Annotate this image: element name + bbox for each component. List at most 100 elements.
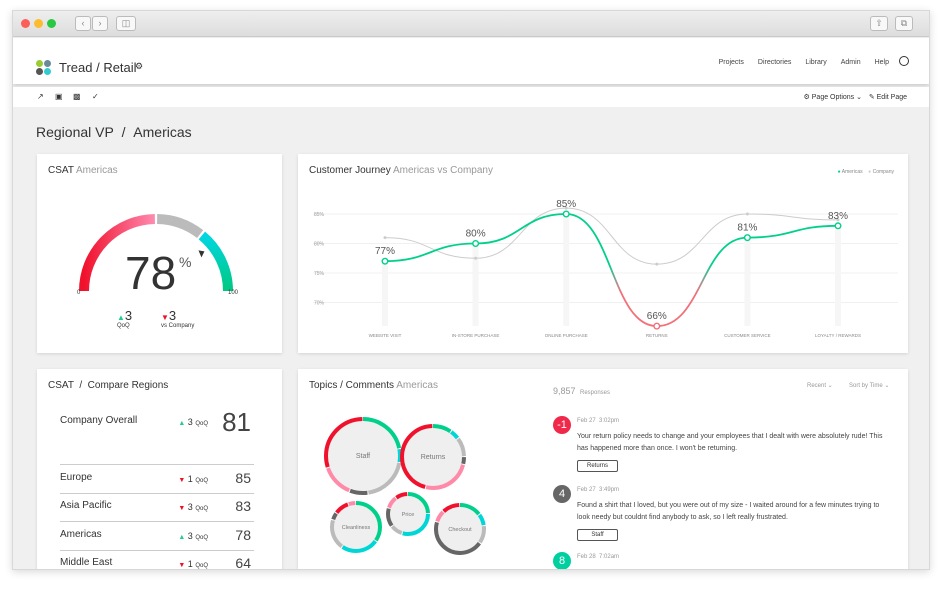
user-avatar-icon[interactable] — [899, 56, 909, 66]
topic-bubble-returns[interactable]: Returns — [400, 424, 466, 490]
comment-timestamp: Feb 28 7:02am — [577, 554, 620, 560]
bubble-segment — [324, 417, 402, 495]
legend-company: Company — [872, 169, 894, 175]
score-badge: 4 — [553, 485, 571, 503]
topic-bubbles: Staff Returns Cleanliness Price Checkout — [324, 417, 486, 555]
pin-icon[interactable]: ✓ — [92, 92, 99, 101]
y-tick-label: 70% — [314, 301, 325, 307]
y-tick-label: 75% — [314, 271, 325, 277]
gauge-mid-segment — [156, 214, 204, 239]
column-bar — [472, 243, 479, 326]
topic-bubble-staff[interactable]: Staff — [324, 417, 402, 495]
csat-unit: % — [179, 254, 192, 270]
company-point — [564, 206, 568, 210]
recent-dropdown[interactable]: Recent ⌄ — [807, 383, 833, 389]
data-label: 85% — [556, 199, 576, 210]
app-header: Tread / Retail ⚙ Projects Directories Li… — [13, 38, 929, 84]
bubble-segment — [386, 492, 430, 536]
americas-point — [381, 257, 389, 265]
qoq-delta: ▲3 QoQ — [117, 308, 133, 329]
score-badge: -1 — [553, 416, 571, 434]
y-tick-label: 80% — [314, 242, 325, 248]
region-name: Americas — [60, 528, 102, 540]
tabs-icon[interactable]: ⧉ — [895, 16, 913, 31]
bubble-segment — [400, 424, 466, 490]
document-icon[interactable]: ▣ — [55, 92, 63, 101]
sort-dropdown[interactable]: Sort by Time ⌄ — [849, 383, 890, 389]
close-window-button[interactable] — [21, 19, 30, 28]
topics-comments-card: Topics / Comments Americas Staff Returns C… — [298, 369, 908, 569]
americas-line — [384, 213, 839, 328]
nav-library[interactable]: Library — [805, 59, 827, 66]
data-label: 66% — [647, 311, 667, 322]
region-name: Asia Pacific — [60, 500, 112, 511]
bubble-segment — [324, 417, 402, 495]
topic-tag-button[interactable]: Returns — [577, 460, 618, 472]
region-delta: ▲ 3 QoQ — [178, 530, 208, 541]
csat-title: CSAT Americas — [48, 165, 118, 176]
breadcrumb-separator: / — [121, 124, 126, 140]
region-delta: ▼ 1 QoQ — [178, 473, 208, 484]
region-row[interactable]: Middle East ▼ 1 QoQ 64 — [60, 551, 254, 569]
breadcrumb-level1[interactable]: Regional VP — [36, 124, 114, 140]
comment-text: Your return policy needs to change and y… — [577, 433, 883, 452]
bubble-segment — [330, 501, 382, 553]
csat-value: 78 — [125, 247, 177, 299]
region-delta: ▼ 3 QoQ — [178, 502, 208, 512]
data-label: 80% — [466, 229, 486, 240]
region-row[interactable]: Company Overall ▲ 3 QoQ 81 — [60, 407, 254, 465]
column-bar — [563, 214, 570, 326]
topic-bubble-cleanliness[interactable]: Cleanliness — [330, 501, 382, 553]
region-row[interactable]: Americas ▲ 3 QoQ 78 — [60, 523, 254, 551]
forward-icon[interactable]: › — [92, 16, 108, 31]
x-tick-label: RETURNS — [646, 333, 668, 338]
page-options-button[interactable]: ⚙ Page Options ⌄ — [803, 94, 862, 101]
export-icon[interactable]: ▩ — [73, 92, 81, 101]
sidebar-toggle-icon[interactable]: ◫ — [116, 16, 136, 31]
region-row[interactable]: Europe ▼ 1 QoQ 85 — [60, 466, 254, 494]
up-arrow-icon: ▲ — [178, 420, 186, 427]
share-icon[interactable]: ⇧ — [870, 16, 888, 31]
topic-bubble-price[interactable]: Price — [386, 492, 430, 536]
settings-gear-icon[interactable]: ⚙ — [135, 61, 144, 71]
edit-page-label: Edit Page — [876, 94, 907, 101]
maximize-window-button[interactable] — [47, 19, 56, 28]
topics-title: Topics / Comments Americas — [309, 380, 438, 391]
comment-text: Found a shirt that I loved, but you were… — [577, 502, 880, 521]
page-options-label: Page Options — [811, 94, 855, 101]
region-score: 78 — [235, 526, 251, 543]
americas-point — [653, 322, 661, 330]
bubble-label: Checkout — [448, 527, 472, 533]
region-score: 81 — [222, 407, 251, 437]
nav-admin[interactable]: Admin — [840, 59, 861, 66]
comment-timestamp: Feb 27 3:02pm — [577, 418, 620, 424]
minimize-window-button[interactable] — [34, 19, 43, 28]
region-name: Company Overall — [60, 415, 138, 426]
back-icon[interactable]: ‹ — [75, 16, 91, 31]
gauge-marker-icon — [198, 250, 205, 258]
edit-page-button[interactable]: ✎ Edit Page — [868, 94, 907, 101]
vs-company-delta: ▼3 vs Company — [161, 308, 195, 329]
breadcrumb-level2: Americas — [133, 124, 192, 140]
bubble-label: Price — [402, 512, 415, 518]
breadcrumb: Regional VP / Americas — [36, 124, 192, 140]
topic-tag-button[interactable]: Staff — [577, 529, 618, 541]
nav-help[interactable]: Help — [874, 59, 889, 66]
bubble-label: Staff — [356, 453, 370, 460]
bubble-label: Cleanliness — [342, 525, 371, 531]
nav-directories[interactable]: Directories — [757, 59, 792, 66]
nav-projects[interactable]: Projects — [718, 59, 744, 66]
region-score: 85 — [235, 469, 251, 486]
journey-title: Customer Journey Americas vs Company — [309, 165, 493, 176]
region-row[interactable]: Asia Pacific ▼ 3 QoQ 83 — [60, 494, 254, 522]
data-label: 83% — [828, 211, 848, 222]
trend-icon[interactable]: ↗ — [37, 92, 44, 101]
bubble-segment — [400, 424, 466, 490]
company-point — [745, 212, 749, 216]
topic-bubble-checkout[interactable]: Checkout — [434, 503, 486, 555]
down-arrow-icon: ▼ — [178, 505, 186, 512]
x-tick-label: IN-STORE PURCHASE — [452, 333, 500, 338]
company-point — [383, 236, 387, 240]
score-badge: 8 — [553, 552, 571, 569]
bubble-segment — [324, 417, 402, 495]
